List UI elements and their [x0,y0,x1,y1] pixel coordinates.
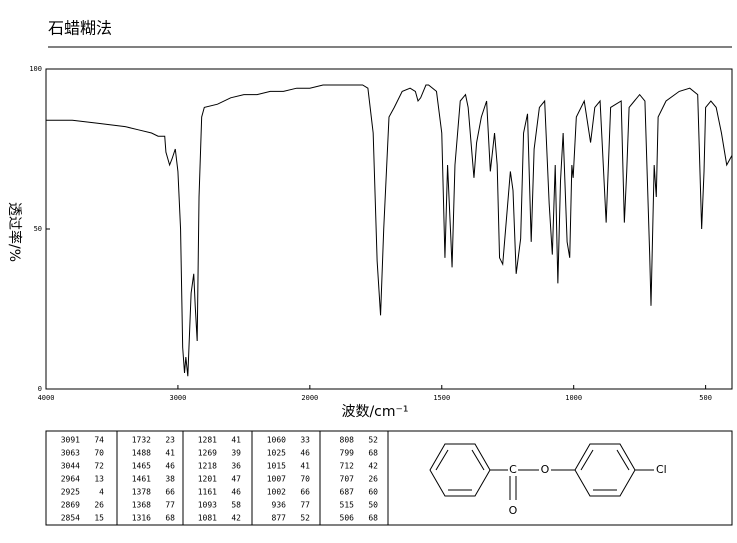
peak-wavenumber: 712 [340,462,355,471]
peak-table-frame [45,430,733,526]
peak-transmittance: 47 [231,475,241,484]
peak-transmittance: 38 [165,475,175,484]
peak-wavenumber: 1488 [132,449,151,458]
atom-label: O [541,463,550,476]
peak-transmittance: 52 [368,436,378,445]
peak-transmittance: 41 [165,449,175,458]
x-tick-label: 4000 [38,394,55,402]
x-tick-label: 500 [699,394,712,402]
peak-transmittance: 68 [368,449,378,458]
peak-transmittance: 66 [300,488,310,497]
peak-wavenumber: 3044 [61,462,80,471]
peak-transmittance: 70 [300,475,310,484]
peak-wavenumber: 1368 [132,501,151,510]
peak-wavenumber: 707 [340,475,355,484]
x-tick-label: 2000 [301,394,318,402]
peak-transmittance: 26 [368,475,378,484]
peak-transmittance: 4 [99,488,104,497]
peak-wavenumber: 1461 [132,475,151,484]
x-axis-label: 波数/cm⁻¹ [341,404,408,420]
peak-wavenumber: 877 [272,514,287,523]
peak-wavenumber: 1060 [267,436,286,445]
peak-wavenumber: 3063 [61,449,80,458]
peak-wavenumber: 1732 [132,436,151,445]
atom-label: C [509,463,517,476]
peak-wavenumber: 1002 [267,488,286,497]
peak-wavenumber: 506 [340,514,355,523]
peak-transmittance: 74 [94,436,104,445]
peak-transmittance: 60 [368,488,378,497]
peak-transmittance: 66 [165,488,175,497]
structure [429,443,654,500]
y-tick-label: 50 [34,225,42,233]
page-title: 石蜡糊法 [48,19,112,38]
peak-wavenumber: 687 [340,488,355,497]
peak-wavenumber: 1316 [132,514,151,523]
peak-transmittance: 41 [231,436,241,445]
peak-wavenumber: 1025 [267,449,286,458]
peak-transmittance: 52 [300,514,310,523]
x-tick-label: 3000 [169,394,186,402]
peak-transmittance: 13 [94,475,104,484]
peak-wavenumber: 1081 [198,514,217,523]
peak-transmittance: 46 [165,462,175,471]
peak-wavenumber: 1281 [198,436,217,445]
peak-transmittance: 42 [231,514,241,523]
peak-wavenumber: 936 [272,501,287,510]
peak-wavenumber: 1093 [198,501,217,510]
peak-transmittance: 68 [368,514,378,523]
x-tick-label: 1500 [433,394,450,402]
peak-wavenumber: 2964 [61,475,80,484]
peak-transmittance: 58 [231,501,241,510]
peak-wavenumber: 2869 [61,501,80,510]
peak-wavenumber: 2854 [61,514,80,523]
peak-wavenumber: 1015 [267,462,286,471]
y-axis-label: 透过率/% [6,202,23,262]
peak-wavenumber: 1201 [198,475,217,484]
peak-wavenumber: 1378 [132,488,151,497]
x-tick-label: 1000 [565,394,582,402]
peak-transmittance: 46 [231,488,241,497]
peak-transmittance: 41 [300,462,310,471]
peak-wavenumber: 1269 [198,449,217,458]
peak-wavenumber: 808 [340,436,355,445]
peak-transmittance: 77 [300,501,310,510]
peak-wavenumber: 2925 [61,488,80,497]
peak-transmittance: 39 [231,449,241,458]
peak-wavenumber: 1218 [198,462,217,471]
peak-transmittance: 15 [94,514,104,523]
y-tick-label: 100 [29,65,42,73]
peak-transmittance: 72 [94,462,104,471]
peak-wavenumber: 799 [340,449,355,458]
atom-label: Cl [656,463,667,476]
peak-wavenumber: 1161 [198,488,217,497]
peak-wavenumber: 1465 [132,462,151,471]
peak-transmittance: 36 [231,462,241,471]
peak-transmittance: 33 [300,436,310,445]
y-tick-label: 0 [38,385,42,393]
peak-wavenumber: 1007 [267,475,286,484]
atom-label: O [509,504,518,517]
peak-transmittance: 70 [94,449,104,458]
peak-transmittance: 42 [368,462,378,471]
peak-transmittance: 26 [94,501,104,510]
peak-transmittance: 46 [300,449,310,458]
peak-wavenumber: 515 [340,501,355,510]
peak-transmittance: 50 [368,501,378,510]
peak-transmittance: 77 [165,501,175,510]
spectrum-line [46,84,733,377]
peak-transmittance: 68 [165,514,175,523]
peak-wavenumber: 3091 [61,436,80,445]
peak-transmittance: 23 [165,436,175,445]
